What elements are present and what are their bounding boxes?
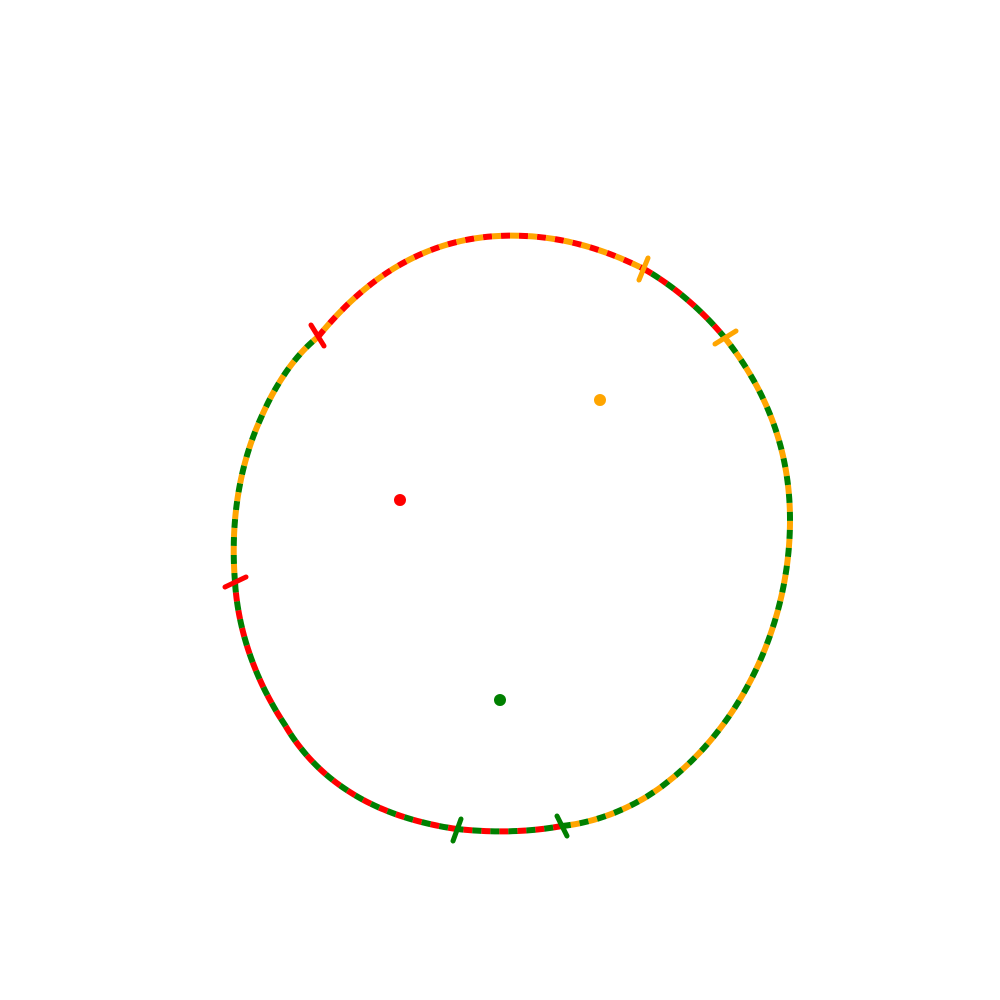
red-tick-upper-left: [308, 322, 327, 349]
bottom-segment-red-dash: [456, 823, 563, 835]
red-point: [394, 494, 406, 506]
bottom-segment: [456, 823, 563, 835]
right-segment: [561, 336, 794, 829]
top-segment-red-dash: [315, 232, 646, 339]
lower-left-segment-green-dash: [232, 581, 458, 832]
upper-right-segment-red-dash: [642, 266, 728, 340]
orange-point: [594, 394, 606, 406]
top-segment: [315, 232, 646, 339]
left-segment: [230, 334, 320, 583]
orange-tick-right: [712, 328, 739, 347]
red-tick-left: [222, 574, 249, 590]
site-points: [394, 394, 606, 706]
upper-right-segment: [642, 266, 728, 340]
lower-left-segment: [232, 581, 458, 832]
lower-left-segment-red-dash: [232, 581, 458, 832]
bottom-segment-green-dash: [456, 823, 563, 835]
right-segment-green-dash: [561, 336, 794, 829]
tick-marks: [222, 255, 739, 844]
upper-right-segment-green-dash: [642, 266, 728, 340]
green-tick-bottom-right: [554, 813, 570, 839]
left-segment-orange-dash: [230, 334, 320, 583]
orange-tick-upper-right: [636, 255, 651, 283]
boundary-curve: [230, 232, 794, 835]
green-tick-bottom-left: [450, 816, 464, 844]
right-segment-orange-dash: [561, 336, 794, 829]
green-point: [494, 694, 506, 706]
left-segment-green-dash: [230, 334, 320, 583]
top-segment-orange-dash: [315, 232, 646, 339]
